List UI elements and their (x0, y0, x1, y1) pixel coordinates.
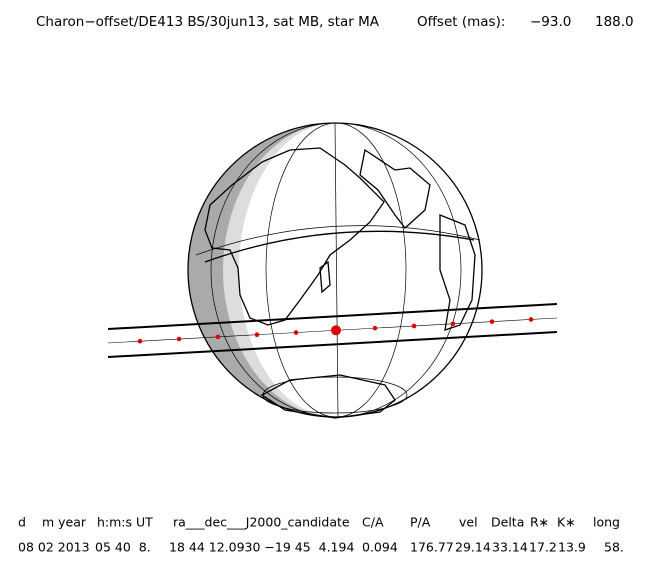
globe (187, 122, 483, 419)
column-header: R∗ (530, 515, 549, 530)
track-limit (204, 230, 475, 263)
table-cell: 0.094 (362, 540, 398, 555)
time-markers (137, 317, 534, 344)
title: Charon−offset/DE413 BS/30jun13, sat MB, … (36, 14, 380, 30)
column-header: P/A (410, 515, 431, 530)
table-cell: 33.14 (492, 540, 528, 555)
offset-y: 188.0 (595, 14, 634, 30)
australia (439, 214, 476, 331)
offset-x: −93.0 (530, 14, 571, 30)
asia (359, 148, 431, 229)
offset-label: Offset (mas): (417, 14, 505, 30)
column-header: long (593, 515, 620, 530)
globe-disk (188, 123, 482, 417)
time-marker (411, 323, 417, 329)
meridian (334, 122, 339, 418)
time-marker (215, 334, 221, 340)
column-header: m year (42, 515, 87, 530)
table-cell: 13.9 (558, 540, 586, 555)
madagascar (319, 260, 331, 294)
column-header: K∗ (557, 515, 576, 530)
table-cell: 08 02 2013 (18, 540, 90, 555)
time-marker (293, 330, 299, 335)
table-cell: 29.14 (455, 540, 491, 555)
time-marker (331, 325, 341, 336)
time-marker (254, 332, 260, 338)
event-table: d m year h:m:s UT ra___dec___J2000_candidat… (18, 515, 624, 555)
time-marker (450, 321, 456, 327)
path-north-limit (107, 303, 558, 330)
table-cell: 58. (604, 540, 624, 555)
africa (204, 147, 385, 326)
path-south-limit (107, 331, 558, 358)
column-header: h:m:s UT (97, 515, 153, 530)
table-cell: 18 44 12.0930 −19 45 4.194 (169, 540, 354, 555)
night-shade (188, 123, 335, 417)
time-marker (372, 325, 378, 331)
time-marker (489, 319, 495, 324)
twilight-shade (223, 123, 335, 417)
column-header: C/A (362, 515, 384, 530)
shadow-path (107, 303, 558, 358)
time-marker (137, 338, 143, 344)
column-header: vel (459, 515, 478, 530)
column-header: ra___dec___J2000_candidate (173, 515, 350, 530)
table-cell: 176.77 (410, 540, 454, 555)
time-marker (528, 317, 534, 322)
column-header: Delta (491, 515, 524, 530)
column-header: d (18, 515, 26, 530)
equator (195, 225, 481, 256)
time-marker (176, 336, 182, 342)
globe-limb (187, 122, 483, 418)
table-cell: 05 40 8. (95, 540, 151, 555)
polar-circle (262, 376, 408, 414)
table-cell: 17.2 (529, 540, 557, 555)
